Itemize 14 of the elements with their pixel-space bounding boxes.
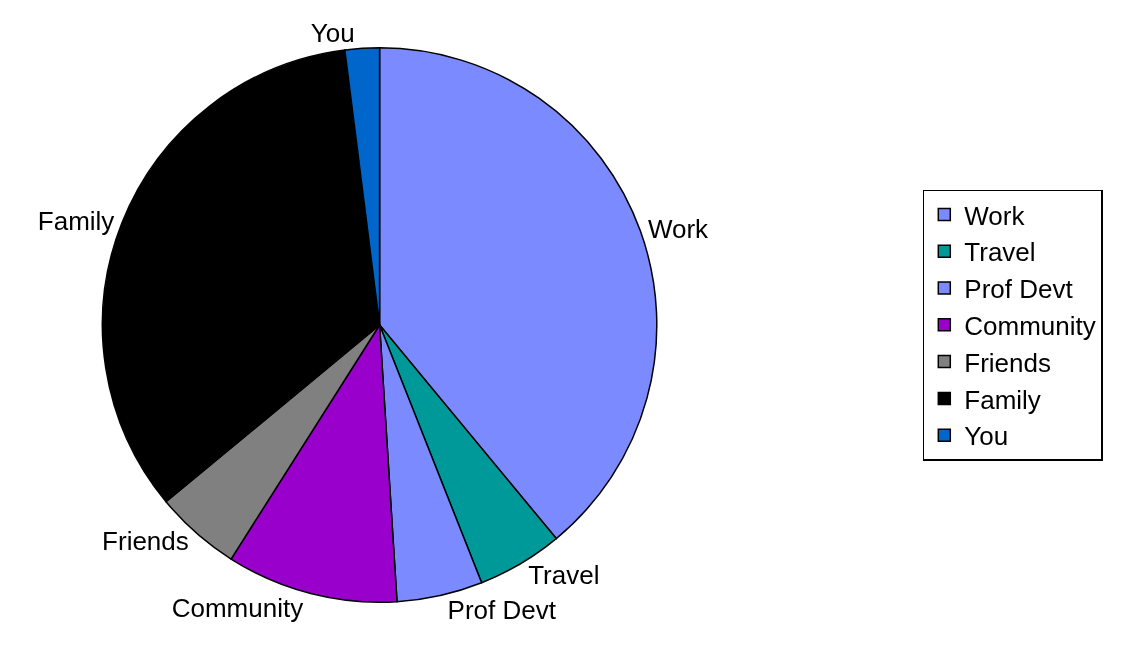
slice-label: Friends: [102, 526, 189, 557]
legend-label: Family: [964, 384, 1041, 415]
slice-label: Work: [647, 214, 710, 245]
slice-label: Community: [171, 592, 304, 623]
slice-label: Travel: [528, 559, 600, 590]
legend-label: You: [964, 421, 1009, 452]
legend-label: Community: [964, 310, 1096, 341]
legend-label: Friends: [964, 347, 1051, 378]
legend-label: Prof Devt: [964, 274, 1074, 305]
slice-label: Prof Devt: [447, 594, 557, 625]
slice-label: Family: [37, 205, 115, 236]
slice-label: You: [310, 18, 355, 49]
legend-label: Travel: [964, 237, 1036, 268]
legend-label: Work: [964, 200, 1026, 231]
